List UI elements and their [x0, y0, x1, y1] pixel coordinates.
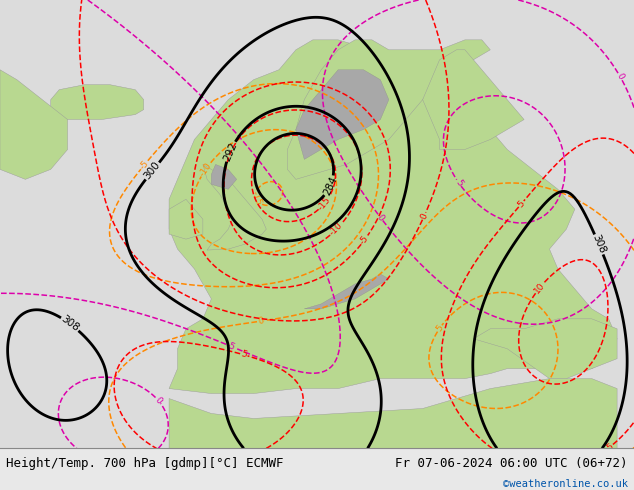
- Text: Fr 07-06-2024 06:00 UTC (06+72): Fr 07-06-2024 06:00 UTC (06+72): [395, 457, 628, 469]
- Text: -5: -5: [358, 234, 371, 246]
- Text: 0: 0: [257, 316, 264, 326]
- Text: 284: 284: [321, 175, 339, 197]
- Text: 0: 0: [153, 395, 164, 406]
- Text: -10: -10: [328, 221, 345, 238]
- Text: 0: 0: [419, 212, 429, 220]
- Text: 308: 308: [59, 314, 81, 334]
- Text: -5: -5: [138, 159, 151, 171]
- Text: 292: 292: [222, 140, 239, 163]
- Text: 308: 308: [590, 233, 607, 255]
- Text: 5: 5: [516, 199, 526, 209]
- Text: -15: -15: [250, 190, 263, 207]
- Text: 5: 5: [434, 323, 445, 333]
- Text: 0: 0: [375, 213, 385, 222]
- Text: 5: 5: [240, 350, 248, 360]
- Text: Height/Temp. 700 hPa [gdmp][°C] ECMWF: Height/Temp. 700 hPa [gdmp][°C] ECMWF: [6, 457, 284, 469]
- Text: -15: -15: [316, 195, 333, 212]
- Text: 10: 10: [533, 281, 547, 295]
- Text: -10: -10: [198, 161, 214, 178]
- Text: 0: 0: [614, 72, 625, 81]
- Text: ©weatheronline.co.uk: ©weatheronline.co.uk: [503, 479, 628, 489]
- Text: 5: 5: [453, 178, 464, 188]
- Text: 5: 5: [605, 441, 615, 452]
- Text: -5: -5: [225, 341, 237, 352]
- Text: 300: 300: [143, 160, 162, 182]
